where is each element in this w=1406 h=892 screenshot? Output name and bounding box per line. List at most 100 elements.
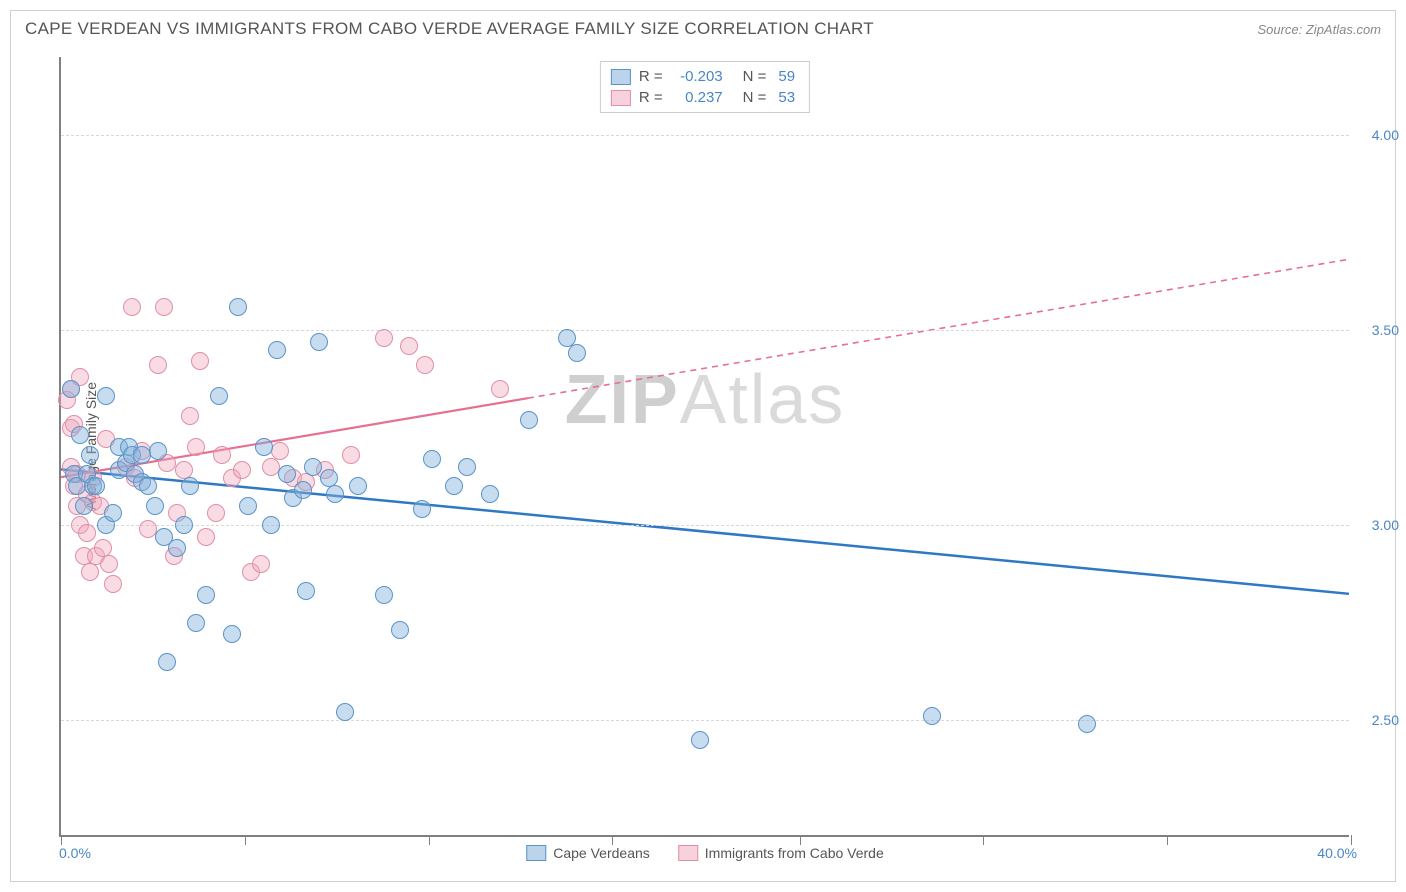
x-tick [245,835,246,845]
scatter-point-pink [400,337,418,355]
source-attribution: Source: ZipAtlas.com [1257,22,1381,37]
x-tick [429,835,430,845]
scatter-point-blue [481,485,499,503]
legend-swatch [526,845,546,861]
x-tick [1351,835,1352,845]
legend-swatch [611,90,631,106]
scatter-point-blue [139,477,157,495]
legend-series: Cape Verdeans Immigrants from Cabo Verde [526,845,884,861]
scatter-point-blue [310,333,328,351]
scatter-point-blue [294,481,312,499]
x-tick [61,835,62,845]
r-value: 0.237 [671,89,727,106]
scatter-point-blue [181,477,199,495]
scatter-point-pink [155,298,173,316]
legend-series-label: Cape Verdeans [553,845,650,861]
scatter-point-blue [146,497,164,515]
scatter-point-pink [78,524,96,542]
scatter-point-blue [255,438,273,456]
chart-header: CAPE VERDEAN VS IMMIGRANTS FROM CABO VER… [11,11,1395,43]
scatter-point-blue [175,516,193,534]
y-tick-label: 2.50 [1372,712,1399,728]
scatter-point-pink [233,461,251,479]
scatter-point-blue [375,586,393,604]
scatter-point-blue [691,731,709,749]
r-label: R = [639,89,663,106]
scatter-point-blue [168,539,186,557]
x-axis-min-label: 0.0% [59,845,91,861]
gridline [61,720,1349,721]
n-value: 53 [774,89,799,106]
scatter-point-blue [1078,715,1096,733]
plot-area: Average Family Size ZIPAtlas R =-0.203N … [59,57,1349,837]
scatter-point-blue [423,450,441,468]
n-value: 59 [774,68,799,85]
scatter-point-pink [375,329,393,347]
scatter-point-blue [413,500,431,518]
scatter-point-blue [268,341,286,359]
legend-swatch [678,845,698,861]
scatter-point-blue [62,380,80,398]
scatter-point-blue [87,477,105,495]
scatter-point-blue [223,625,241,643]
scatter-point-pink [191,352,209,370]
x-tick [983,835,984,845]
scatter-point-blue [349,477,367,495]
scatter-point-blue [262,516,280,534]
scatter-point-pink [207,504,225,522]
scatter-point-blue [568,344,586,362]
gridline [61,135,1349,136]
scatter-point-pink [416,356,434,374]
chart-title: CAPE VERDEAN VS IMMIGRANTS FROM CABO VER… [25,19,874,39]
watermark-bold: ZIP [565,360,680,438]
scatter-point-blue [304,458,322,476]
scatter-point-blue [149,442,167,460]
scatter-point-blue [297,582,315,600]
legend-statistics: R = -0.203 N = 59 R = 0.237 N = 53 [600,61,810,113]
scatter-point-blue [197,586,215,604]
scatter-point-pink [197,528,215,546]
legend-series-item: Immigrants from Cabo Verde [678,845,884,861]
watermark-light: Atlas [680,360,846,438]
n-label: N = [743,68,767,85]
scatter-point-pink [187,438,205,456]
legend-series-item: Cape Verdeans [526,845,650,861]
x-tick [1167,835,1168,845]
scatter-point-blue [239,497,257,515]
scatter-point-blue [187,614,205,632]
scatter-point-blue [391,621,409,639]
y-tick-label: 3.00 [1372,517,1399,533]
scatter-point-pink [342,446,360,464]
scatter-point-pink [271,442,289,460]
legend-swatch [611,69,631,85]
scatter-point-blue [923,707,941,725]
scatter-point-pink [252,555,270,573]
scatter-point-blue [458,458,476,476]
scatter-point-blue [520,411,538,429]
scatter-point-blue [97,387,115,405]
x-tick [800,835,801,845]
scatter-point-pink [213,446,231,464]
scatter-point-blue [158,653,176,671]
scatter-point-pink [81,563,99,581]
scatter-point-pink [100,555,118,573]
gridline [61,330,1349,331]
scatter-point-blue [81,446,99,464]
y-tick-label: 3.50 [1372,322,1399,338]
chart-container: CAPE VERDEAN VS IMMIGRANTS FROM CABO VER… [10,10,1396,882]
scatter-point-blue [278,465,296,483]
scatter-point-blue [336,703,354,721]
n-label: N = [743,89,767,106]
scatter-point-pink [181,407,199,425]
x-axis-max-label: 40.0% [1317,845,1357,861]
scatter-point-pink [491,380,509,398]
legend-series-label: Immigrants from Cabo Verde [705,845,884,861]
scatter-point-pink [104,575,122,593]
r-value: -0.203 [671,68,727,85]
y-tick-label: 4.00 [1372,127,1399,143]
scatter-point-blue [75,497,93,515]
scatter-point-blue [104,504,122,522]
scatter-point-pink [149,356,167,374]
r-label: R = [639,68,663,85]
scatter-point-blue [71,426,89,444]
